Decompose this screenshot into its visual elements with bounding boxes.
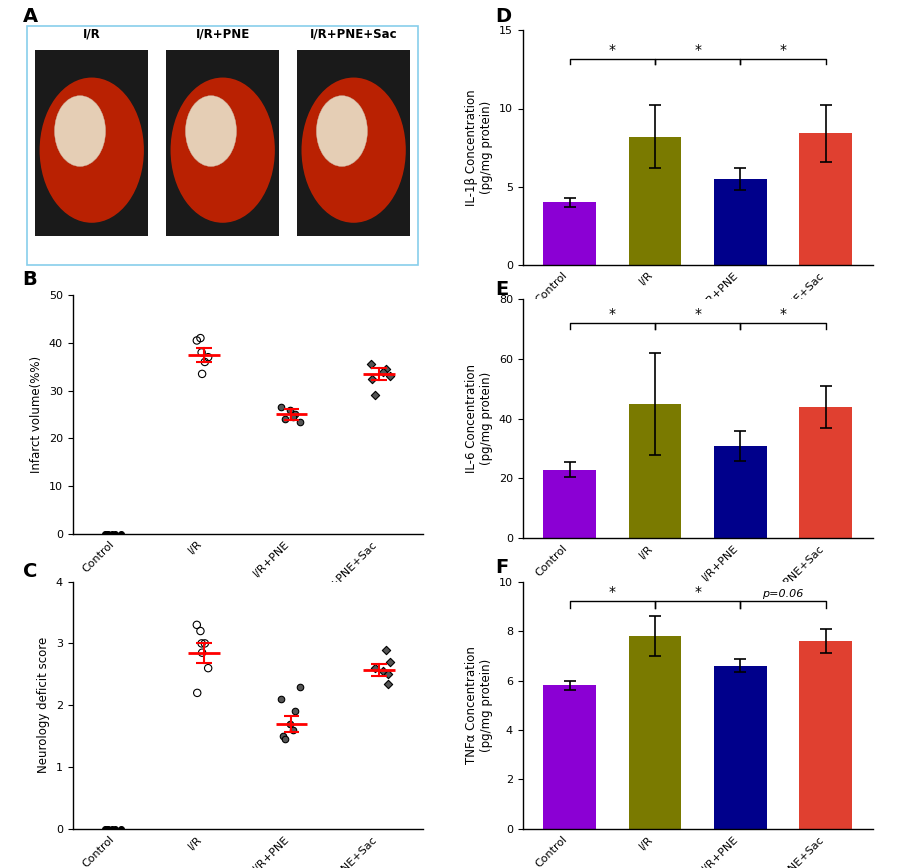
- Point: [195, 646, 209, 660]
- Point: [293, 680, 307, 694]
- Point: [190, 686, 205, 700]
- Point: [107, 527, 122, 541]
- Y-axis label: Infarct volume(%%): Infarct volume(%%): [30, 356, 44, 473]
- Bar: [799, 641, 852, 829]
- Point: [274, 692, 288, 706]
- Point: [293, 415, 307, 429]
- Point: [107, 822, 122, 836]
- Point: [195, 345, 209, 359]
- Point: [100, 527, 115, 541]
- Point: [378, 362, 393, 376]
- Point: [190, 618, 205, 632]
- Point: [274, 400, 288, 414]
- Point: [288, 705, 303, 719]
- Ellipse shape: [55, 95, 105, 167]
- Point: [288, 408, 303, 422]
- Y-axis label: IL-1β Concentration
(pg/mg protein): IL-1β Concentration (pg/mg protein): [465, 89, 494, 206]
- Text: D: D: [495, 7, 512, 26]
- Text: *: *: [780, 43, 786, 56]
- Bar: [714, 445, 767, 538]
- Text: I/R: I/R: [83, 28, 101, 41]
- Point: [98, 527, 113, 541]
- Point: [380, 667, 395, 681]
- Y-axis label: IL-6 Concentration
(pg/mg protein): IL-6 Concentration (pg/mg protein): [465, 365, 494, 473]
- Text: *: *: [694, 307, 701, 321]
- Point: [105, 527, 119, 541]
- Text: *: *: [609, 43, 615, 56]
- Bar: [714, 666, 767, 829]
- Point: [283, 717, 297, 731]
- Ellipse shape: [40, 77, 144, 223]
- Point: [115, 822, 129, 836]
- Bar: [628, 636, 682, 829]
- Point: [195, 636, 209, 650]
- Point: [195, 367, 209, 381]
- Text: *: *: [609, 585, 615, 600]
- Text: F: F: [495, 558, 509, 577]
- Bar: [799, 407, 852, 538]
- Text: p=0.06: p=0.06: [763, 589, 804, 600]
- Text: C: C: [23, 562, 37, 582]
- Point: [101, 822, 115, 836]
- Point: [367, 389, 382, 403]
- Text: A: A: [23, 7, 38, 26]
- Point: [194, 624, 208, 638]
- Point: [364, 358, 378, 372]
- Text: B: B: [23, 270, 37, 289]
- Bar: [628, 136, 682, 265]
- Point: [376, 365, 391, 378]
- Point: [365, 372, 379, 385]
- Point: [201, 350, 215, 365]
- FancyBboxPatch shape: [35, 50, 148, 236]
- Bar: [628, 404, 682, 538]
- Point: [378, 642, 393, 656]
- Point: [276, 729, 291, 743]
- Point: [197, 355, 212, 369]
- Text: *: *: [780, 307, 786, 321]
- Text: I/R+PNE: I/R+PNE: [195, 28, 250, 41]
- Point: [98, 822, 113, 836]
- Bar: [544, 202, 596, 265]
- Ellipse shape: [302, 77, 405, 223]
- Bar: [714, 179, 767, 265]
- Point: [376, 664, 391, 678]
- Point: [197, 636, 212, 650]
- Bar: [544, 686, 596, 829]
- Point: [283, 403, 297, 417]
- Point: [277, 733, 292, 746]
- Text: *: *: [609, 307, 615, 321]
- Y-axis label: Neurology deficit score: Neurology deficit score: [37, 637, 50, 773]
- Ellipse shape: [185, 95, 236, 167]
- Point: [105, 822, 119, 836]
- FancyBboxPatch shape: [166, 50, 279, 236]
- Point: [285, 410, 300, 424]
- Ellipse shape: [171, 77, 275, 223]
- Text: *: *: [694, 43, 701, 56]
- Point: [383, 655, 397, 669]
- Point: [277, 412, 292, 426]
- Point: [381, 677, 395, 691]
- Text: E: E: [495, 280, 509, 299]
- Point: [190, 333, 205, 347]
- FancyBboxPatch shape: [27, 26, 418, 265]
- Text: *: *: [694, 585, 701, 600]
- Text: I/R+PNE+Sac: I/R+PNE+Sac: [310, 28, 397, 41]
- Ellipse shape: [316, 95, 367, 167]
- Point: [383, 370, 397, 384]
- Point: [201, 661, 215, 675]
- Point: [115, 527, 129, 541]
- Point: [100, 822, 115, 836]
- Point: [285, 723, 300, 737]
- Y-axis label: TNFα Concentration
(pg/mg protein): TNFα Concentration (pg/mg protein): [465, 647, 494, 764]
- Bar: [799, 134, 852, 265]
- FancyBboxPatch shape: [297, 50, 410, 236]
- Point: [101, 527, 115, 541]
- Point: [367, 661, 382, 675]
- Point: [194, 332, 208, 345]
- Bar: [544, 470, 596, 538]
